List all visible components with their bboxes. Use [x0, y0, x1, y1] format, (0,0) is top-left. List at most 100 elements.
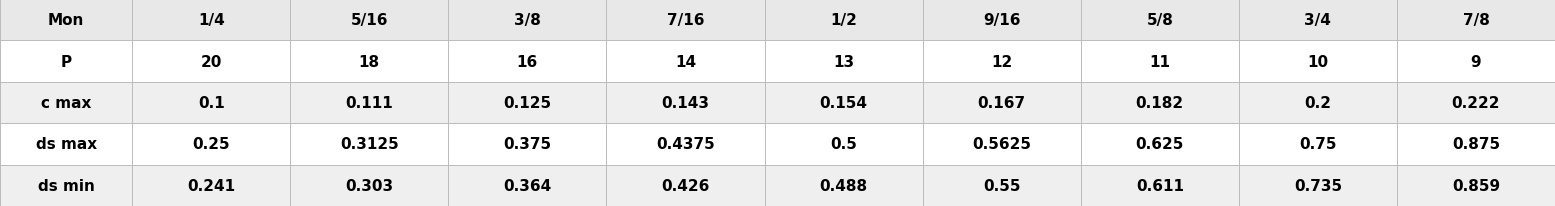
Bar [132, 82, 291, 124]
Bar [291, 0, 448, 41]
Bar [606, 82, 765, 124]
Text: 13: 13 [833, 54, 854, 69]
Bar [0, 82, 132, 124]
Text: c max: c max [40, 96, 92, 110]
Text: 5/16: 5/16 [350, 13, 389, 28]
Text: 0.154: 0.154 [819, 96, 868, 110]
Bar [606, 41, 765, 82]
Bar [448, 82, 606, 124]
Text: 0.182: 0.182 [1135, 96, 1183, 110]
Bar [291, 165, 448, 206]
Text: 0.241: 0.241 [187, 178, 235, 193]
Bar [765, 124, 922, 165]
Bar [448, 165, 606, 206]
Text: ds max: ds max [36, 137, 96, 152]
Text: 0.625: 0.625 [1135, 137, 1183, 152]
Bar [922, 165, 1081, 206]
Text: 0.5: 0.5 [830, 137, 857, 152]
Bar [291, 41, 448, 82]
Text: 0.426: 0.426 [661, 178, 709, 193]
Text: 0.735: 0.735 [1294, 178, 1342, 193]
Text: 0.25: 0.25 [193, 137, 230, 152]
Text: 0.75: 0.75 [1298, 137, 1337, 152]
Bar [1081, 0, 1239, 41]
Text: 10: 10 [1308, 54, 1328, 69]
Bar [606, 124, 765, 165]
Bar [765, 0, 922, 41]
Text: 16: 16 [516, 54, 538, 69]
Bar [1396, 0, 1555, 41]
Bar [1396, 41, 1555, 82]
Text: 0.125: 0.125 [504, 96, 552, 110]
Bar [291, 124, 448, 165]
Bar [1239, 0, 1396, 41]
Text: 0.3125: 0.3125 [341, 137, 398, 152]
Text: 18: 18 [359, 54, 379, 69]
Bar [0, 41, 132, 82]
Bar [922, 82, 1081, 124]
Bar [0, 165, 132, 206]
Bar [1396, 165, 1555, 206]
Text: P: P [61, 54, 72, 69]
Text: 0.488: 0.488 [819, 178, 868, 193]
Bar [132, 0, 291, 41]
Text: 7/16: 7/16 [667, 13, 704, 28]
Bar [1239, 82, 1396, 124]
Bar [132, 41, 291, 82]
Bar [132, 124, 291, 165]
Bar [606, 0, 765, 41]
Bar [1239, 124, 1396, 165]
Text: 9: 9 [1471, 54, 1482, 69]
Text: 0.1: 0.1 [197, 96, 224, 110]
Text: 11: 11 [1149, 54, 1171, 69]
Text: 3/4: 3/4 [1305, 13, 1331, 28]
Bar [765, 165, 922, 206]
Bar [1239, 165, 1396, 206]
Text: 0.859: 0.859 [1452, 178, 1501, 193]
Text: 0.55: 0.55 [983, 178, 1020, 193]
Text: 0.303: 0.303 [345, 178, 393, 193]
Bar [765, 82, 922, 124]
Text: 5/8: 5/8 [1146, 13, 1172, 28]
Text: 0.222: 0.222 [1452, 96, 1501, 110]
Bar [132, 165, 291, 206]
Text: 0.611: 0.611 [1135, 178, 1183, 193]
Bar [291, 82, 448, 124]
Bar [1239, 41, 1396, 82]
Bar [765, 41, 922, 82]
Text: 0.111: 0.111 [345, 96, 393, 110]
Bar [0, 0, 132, 41]
Bar [922, 41, 1081, 82]
Text: 0.2: 0.2 [1305, 96, 1331, 110]
Text: 1/2: 1/2 [830, 13, 857, 28]
Bar [606, 165, 765, 206]
Bar [1081, 124, 1239, 165]
Text: 0.143: 0.143 [661, 96, 709, 110]
Text: 0.5625: 0.5625 [972, 137, 1031, 152]
Text: 0.364: 0.364 [504, 178, 552, 193]
Bar [1396, 82, 1555, 124]
Bar [922, 124, 1081, 165]
Text: 3/8: 3/8 [515, 13, 541, 28]
Bar [448, 0, 606, 41]
Text: Mon: Mon [48, 13, 84, 28]
Bar [1081, 82, 1239, 124]
Bar [922, 0, 1081, 41]
Text: 12: 12 [991, 54, 1012, 69]
Text: 7/8: 7/8 [1463, 13, 1490, 28]
Text: ds min: ds min [37, 178, 95, 193]
Text: 0.167: 0.167 [978, 96, 1026, 110]
Bar [448, 41, 606, 82]
Text: 0.375: 0.375 [504, 137, 552, 152]
Text: 20: 20 [201, 54, 222, 69]
Text: 9/16: 9/16 [983, 13, 1020, 28]
Bar [1081, 41, 1239, 82]
Bar [1081, 165, 1239, 206]
Bar [0, 124, 132, 165]
Text: 1/4: 1/4 [197, 13, 224, 28]
Text: 14: 14 [675, 54, 697, 69]
Bar [1396, 124, 1555, 165]
Text: 0.875: 0.875 [1452, 137, 1501, 152]
Text: 0.4375: 0.4375 [656, 137, 715, 152]
Bar [448, 124, 606, 165]
